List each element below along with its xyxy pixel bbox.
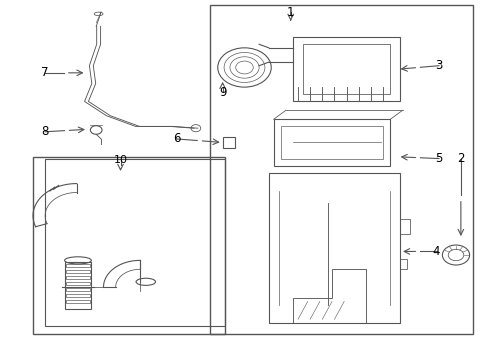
Bar	[399, 219, 409, 234]
Bar	[45, 158, 224, 327]
Bar	[210, 5, 472, 334]
Bar	[222, 137, 234, 148]
Text: 7: 7	[41, 66, 49, 79]
Text: 9: 9	[219, 86, 226, 99]
Bar	[65, 288, 90, 291]
Bar	[65, 294, 90, 297]
Bar	[65, 300, 90, 303]
Bar	[65, 276, 90, 279]
Text: 1: 1	[286, 6, 294, 19]
Bar	[268, 173, 399, 323]
Bar	[273, 119, 389, 166]
Bar	[281, 126, 382, 158]
Text: 5: 5	[434, 152, 442, 165]
Bar	[65, 282, 90, 285]
Text: 4: 4	[432, 245, 439, 258]
Text: 8: 8	[41, 125, 49, 138]
Bar	[65, 270, 90, 273]
Text: 10: 10	[113, 156, 127, 165]
Text: 3: 3	[434, 59, 442, 72]
Bar	[399, 258, 407, 269]
Bar	[64, 262, 91, 309]
Text: 2: 2	[456, 152, 464, 165]
Bar	[65, 264, 90, 267]
Text: 6: 6	[172, 132, 180, 145]
Bar	[33, 157, 224, 334]
